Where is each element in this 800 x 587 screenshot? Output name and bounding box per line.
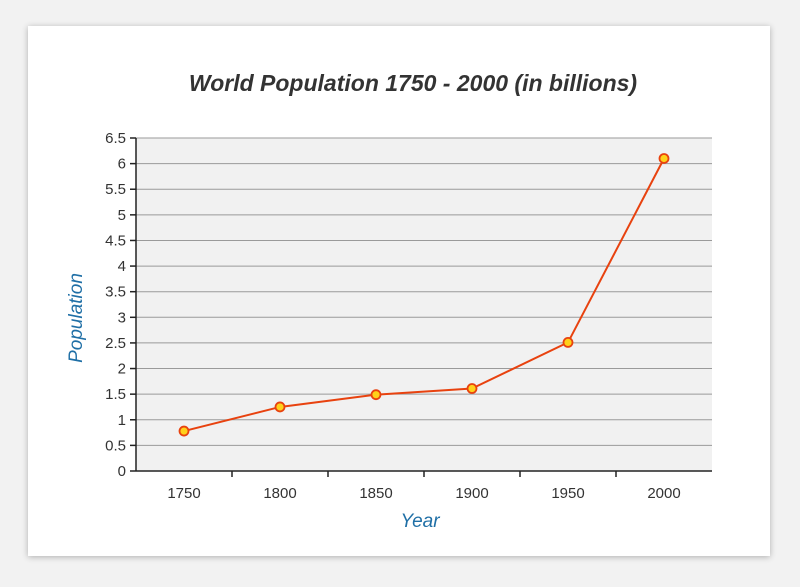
y-tick-label: 6.5 [105, 130, 126, 147]
series-population [178, 153, 670, 437]
x-tick-label: 1750 [167, 485, 200, 502]
y-tick-label: 3 [118, 309, 126, 326]
y-tick-label: 2 [118, 361, 126, 378]
y-tick-label: 2.5 [105, 335, 126, 352]
y-tick-label: 4 [118, 258, 126, 275]
x-axis-title: Year [400, 511, 440, 532]
data-point [562, 337, 574, 348]
data-point [658, 153, 670, 164]
y-tick-label: 4.5 [105, 232, 126, 249]
y-tick-label: 5.5 [105, 181, 126, 198]
data-point [370, 389, 382, 401]
x-tick-label: 1900 [455, 485, 488, 502]
data-point [178, 425, 190, 437]
y-tick-label: 5 [118, 207, 126, 224]
chart-title: World Population 1750 - 2000 (in billion… [189, 70, 637, 96]
y-axis-title: Population [66, 273, 87, 363]
x-tick-label: 1850 [359, 485, 392, 502]
plot-area [136, 138, 712, 471]
y-tick-label: 3.5 [105, 284, 126, 301]
x-tick-label: 1800 [263, 485, 296, 502]
x-tick-label: 2000 [647, 485, 680, 502]
y-tick-label: 0.5 [105, 437, 126, 454]
axes [130, 137, 712, 477]
data-point [466, 383, 478, 394]
x-tick-label: 1950 [551, 485, 584, 502]
x-tick-labels: 1750 1800 1850 1900 1950 2000 [167, 485, 680, 502]
gridlines [136, 137, 712, 446]
y-tick-label: 1.5 [105, 386, 126, 403]
data-point [274, 401, 286, 413]
y-tick-label: 1 [118, 412, 126, 429]
y-tick-label: 0 [118, 463, 126, 480]
y-tick-label: 6 [118, 156, 126, 173]
series-line [183, 158, 665, 433]
y-tick-labels: 0 0.5 1 1.5 2 2.5 3 3.5 4 4.5 5 5.5 6 6.5 [105, 130, 126, 480]
